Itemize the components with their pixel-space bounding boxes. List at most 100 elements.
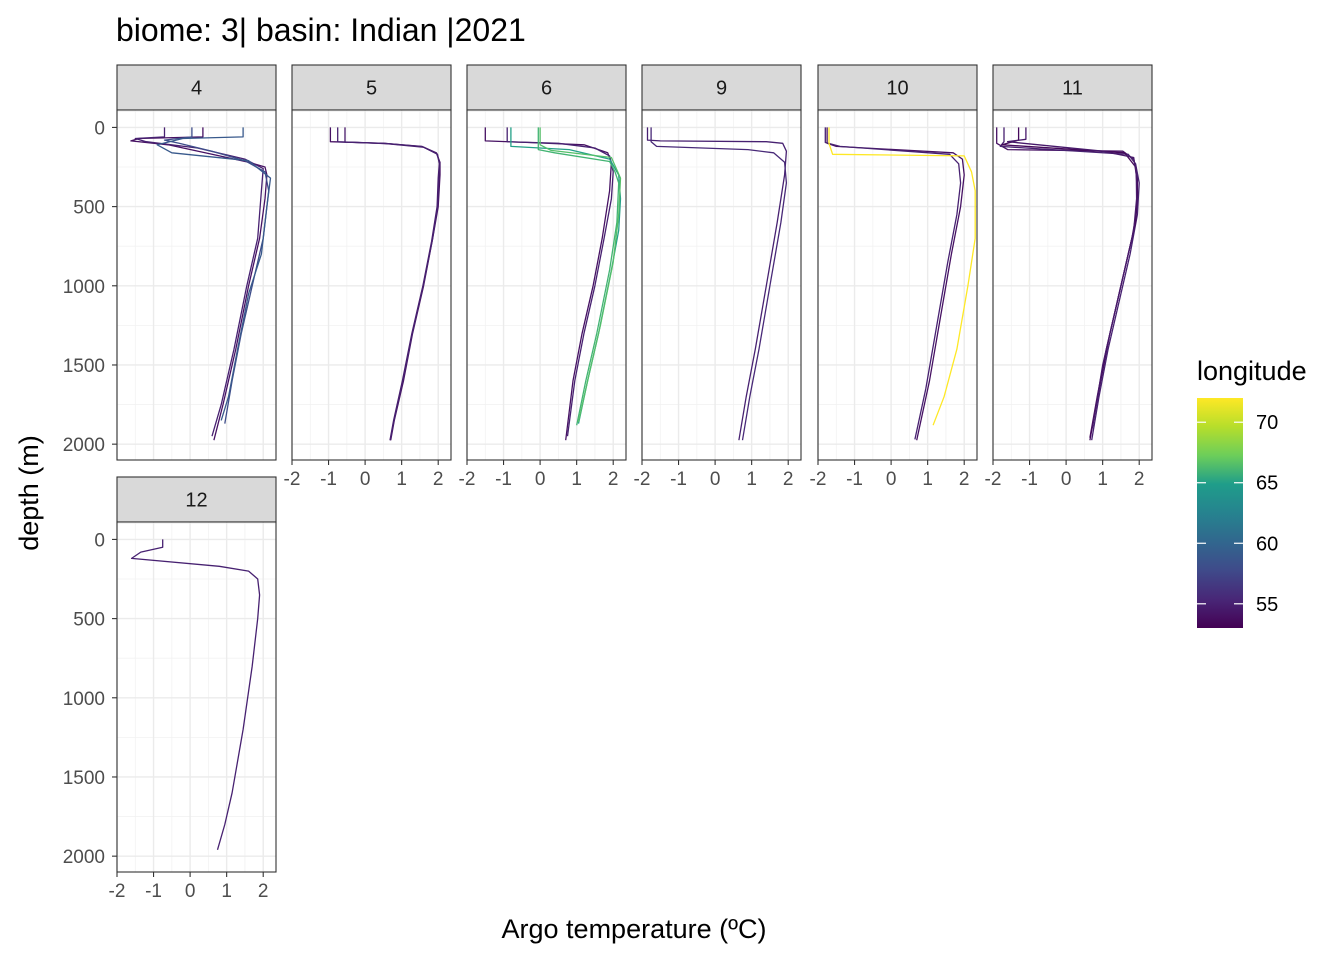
x-tick-label: 1 bbox=[571, 469, 582, 490]
x-tick-label: 1 bbox=[746, 469, 757, 490]
panel-background bbox=[993, 110, 1152, 460]
profile-line bbox=[999, 127, 1140, 441]
x-tick-label: 2 bbox=[608, 469, 619, 490]
legend-title: longitude bbox=[1197, 356, 1307, 386]
x-tick-label: -2 bbox=[985, 469, 1002, 490]
x-tick-label: 0 bbox=[710, 469, 721, 490]
x-tick-label: -1 bbox=[670, 469, 687, 490]
x-tick-label: 2 bbox=[1134, 469, 1145, 490]
facet-strip-label: 9 bbox=[716, 78, 727, 100]
facet-panel-11: 11 -2 -1 0 1 2 bbox=[985, 64, 1153, 490]
legend-tick-label: 65 bbox=[1256, 473, 1278, 495]
profile-line bbox=[130, 539, 261, 850]
facet-panel-9: 9 -2 -1 0 1 2 bbox=[634, 64, 802, 490]
profile-line bbox=[537, 127, 620, 426]
profile-line bbox=[134, 127, 264, 437]
facet-strip-label: 10 bbox=[886, 78, 908, 100]
profile-line bbox=[156, 127, 272, 421]
y-tick-label: 1000 bbox=[63, 689, 105, 710]
x-axis-title: Argo temperature (ºC) bbox=[502, 914, 767, 944]
panel-background bbox=[117, 110, 276, 460]
colorbar-legend: longitude 55 60 65 70 bbox=[1197, 356, 1307, 628]
facet-strip bbox=[116, 64, 277, 111]
panel-border bbox=[466, 109, 627, 461]
x-tick-label: 1 bbox=[221, 881, 232, 902]
y-tick-label: 2000 bbox=[63, 847, 105, 868]
x-tick-label: 1 bbox=[922, 469, 933, 490]
x-tick-label: -2 bbox=[284, 469, 301, 490]
x-tick-label: 2 bbox=[783, 469, 794, 490]
panel-border bbox=[291, 109, 452, 461]
x-tick-label: 1 bbox=[1097, 469, 1108, 490]
y-tick-label: 1500 bbox=[63, 768, 105, 789]
panel-background bbox=[117, 522, 276, 872]
facet-strip bbox=[817, 64, 978, 111]
y-tick-label: 0 bbox=[94, 530, 105, 551]
x-tick-label: -1 bbox=[495, 469, 512, 490]
profile-line bbox=[826, 127, 965, 441]
facet-strip-label: 6 bbox=[541, 78, 552, 100]
panel-border bbox=[992, 109, 1153, 461]
profile-line bbox=[337, 127, 441, 441]
facet-panel-6: 6 -2 -1 0 1 2 bbox=[459, 64, 627, 490]
facet-strip bbox=[116, 476, 277, 523]
x-tick-label: 1 bbox=[396, 469, 407, 490]
x-tick-label: 0 bbox=[185, 881, 196, 902]
x-tick-label: 2 bbox=[258, 881, 269, 902]
profile-line bbox=[824, 127, 962, 440]
facet-strip-label: 4 bbox=[191, 78, 202, 100]
x-tick-label: 0 bbox=[360, 469, 371, 490]
legend-tick-label: 70 bbox=[1256, 412, 1278, 434]
panel-border bbox=[817, 109, 978, 461]
x-tick-label: 0 bbox=[886, 469, 897, 490]
x-tick-label: -1 bbox=[846, 469, 863, 490]
facet-strip-label: 12 bbox=[185, 490, 207, 512]
facet-strip-label: 11 bbox=[1062, 78, 1083, 100]
facet-strip bbox=[466, 64, 627, 111]
facet-strip bbox=[641, 64, 802, 111]
profile-line bbox=[650, 127, 788, 441]
x-tick-label: -1 bbox=[145, 881, 162, 902]
x-tick-label: 0 bbox=[535, 469, 546, 490]
x-tick-label: -1 bbox=[320, 469, 337, 490]
y-tick-label: 2000 bbox=[63, 435, 105, 456]
legend-tick-label: 60 bbox=[1256, 533, 1278, 555]
panel-background bbox=[467, 110, 626, 460]
x-tick-label: -2 bbox=[634, 469, 651, 490]
panel-border bbox=[116, 109, 277, 461]
panel-border bbox=[116, 521, 277, 873]
y-tick-label: 0 bbox=[94, 118, 105, 139]
x-tick-label: -2 bbox=[109, 881, 126, 902]
colorbar bbox=[1197, 398, 1243, 628]
legend-tick-label: 55 bbox=[1256, 594, 1278, 616]
panel-background bbox=[292, 110, 451, 460]
profile-line bbox=[539, 127, 622, 423]
y-tick-label: 500 bbox=[73, 610, 105, 631]
panel-background bbox=[818, 110, 977, 460]
panel-border bbox=[641, 109, 802, 461]
y-tick-label: 1500 bbox=[63, 356, 105, 377]
x-tick-label: 0 bbox=[1061, 469, 1072, 490]
profile-line bbox=[646, 127, 788, 441]
facet-panel-5: 5 -2 -1 0 1 2 bbox=[284, 64, 452, 490]
x-tick-label: 2 bbox=[433, 469, 444, 490]
profile-line bbox=[506, 127, 614, 437]
facet-strip-label: 5 bbox=[366, 78, 377, 100]
chart-title: biome: 3| basin: Indian |2021 bbox=[116, 12, 526, 48]
panel-background bbox=[642, 110, 801, 460]
facet-strip bbox=[992, 64, 1153, 111]
x-tick-label: -1 bbox=[1021, 469, 1038, 490]
y-tick-label: 1000 bbox=[63, 277, 105, 298]
facet-panel-10: 10 -2 -1 0 1 2 bbox=[810, 64, 978, 490]
x-tick-label: -2 bbox=[810, 469, 827, 490]
y-axis-title: depth (m) bbox=[14, 435, 44, 551]
y-tick-label: 500 bbox=[73, 198, 105, 219]
profile-line bbox=[828, 127, 976, 426]
x-tick-label: 2 bbox=[959, 469, 970, 490]
facet-panel-4: 4 0 500 1000 1500 2000 bbox=[63, 64, 277, 461]
profile-line bbox=[1006, 127, 1138, 429]
x-tick-label: -2 bbox=[459, 469, 476, 490]
